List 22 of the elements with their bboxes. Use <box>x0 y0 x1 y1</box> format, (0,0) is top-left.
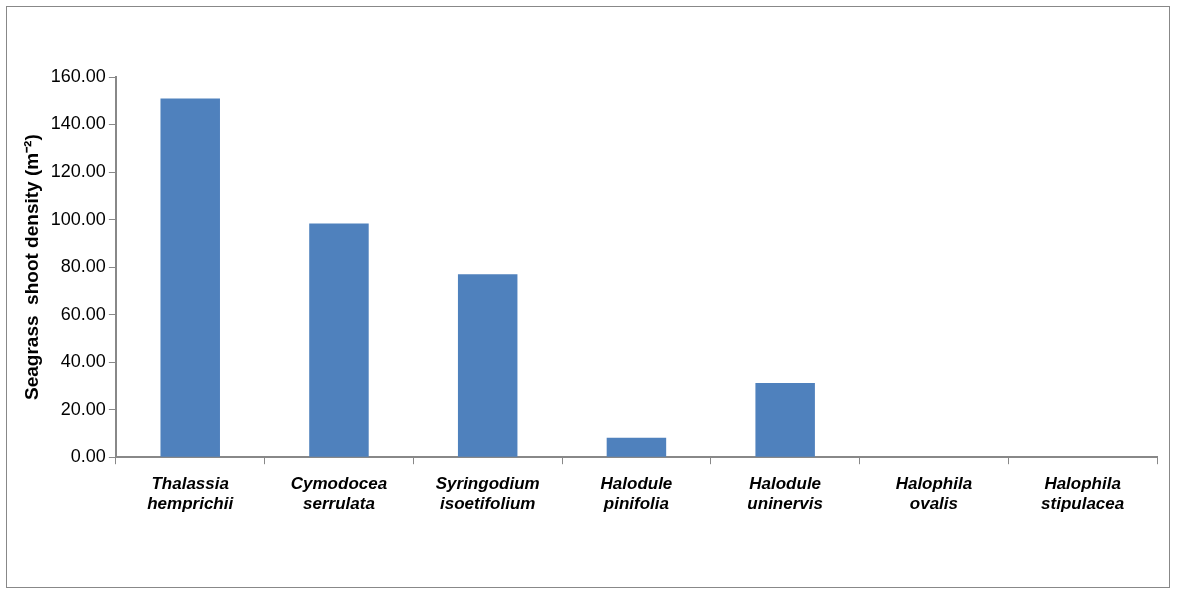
y-tick-label: 80.00 <box>60 256 106 277</box>
bar <box>160 98 220 457</box>
y-tick-label: 160.00 <box>50 65 106 86</box>
x-tick-label: Halophila stipulacea <box>1041 474 1125 514</box>
y-tick-label: 20.00 <box>60 398 106 419</box>
y-tick-label: 0.00 <box>70 446 106 467</box>
bar <box>309 223 369 457</box>
y-tick-label: 60.00 <box>60 303 106 324</box>
y-tick-label: 40.00 <box>60 351 106 372</box>
y-tick-label: 140.00 <box>50 113 106 134</box>
x-tick-label: Cymodocea serrulata <box>290 474 388 514</box>
x-tick-label: Halodule pinifolia <box>600 474 673 514</box>
y-axis-title: Seagrass shoot density (m⁻²) <box>20 134 42 400</box>
x-tick-label: Thalassia hemprichii <box>147 474 235 514</box>
bar <box>606 437 667 457</box>
bar <box>457 274 518 457</box>
x-tick-label: Syringodium isoetifolium <box>435 474 540 514</box>
y-tick-label: 100.00 <box>50 208 106 229</box>
bar <box>755 383 815 457</box>
y-tick-label: 120.00 <box>50 161 106 182</box>
x-tick-label: Halodule uninervis <box>747 474 823 514</box>
x-tick-label: Halophila ovalis <box>895 474 973 514</box>
